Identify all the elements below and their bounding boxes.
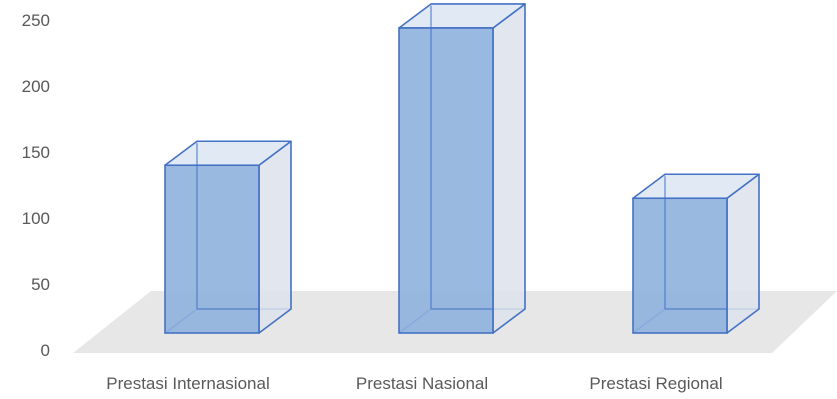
bar	[398, 3, 526, 334]
bar-side-face	[492, 3, 526, 334]
bar-front-face	[398, 27, 494, 334]
bar	[632, 173, 760, 334]
x-tick-label: Prestasi Internasional	[106, 374, 269, 393]
bar-side-face	[258, 140, 292, 334]
y-tick-label: 250	[22, 11, 50, 30]
y-tick-label: 150	[22, 143, 50, 162]
y-tick-label: 0	[41, 341, 50, 360]
y-tick-label: 200	[22, 77, 50, 96]
bar	[164, 140, 292, 334]
bars	[164, 3, 760, 334]
bar-side-face	[726, 173, 760, 334]
x-tick-label: Prestasi Regional	[589, 374, 722, 393]
y-tick-label: 50	[31, 275, 50, 294]
y-tick-label: 100	[22, 209, 50, 228]
bar-front-face	[164, 164, 260, 334]
x-axis: Prestasi Internasional Prestasi Nasional P…	[106, 374, 722, 393]
x-tick-label: Prestasi Nasional	[356, 374, 488, 393]
bar-front-face	[632, 197, 728, 334]
y-axis: 0 50 100 150 200 250	[22, 11, 50, 360]
